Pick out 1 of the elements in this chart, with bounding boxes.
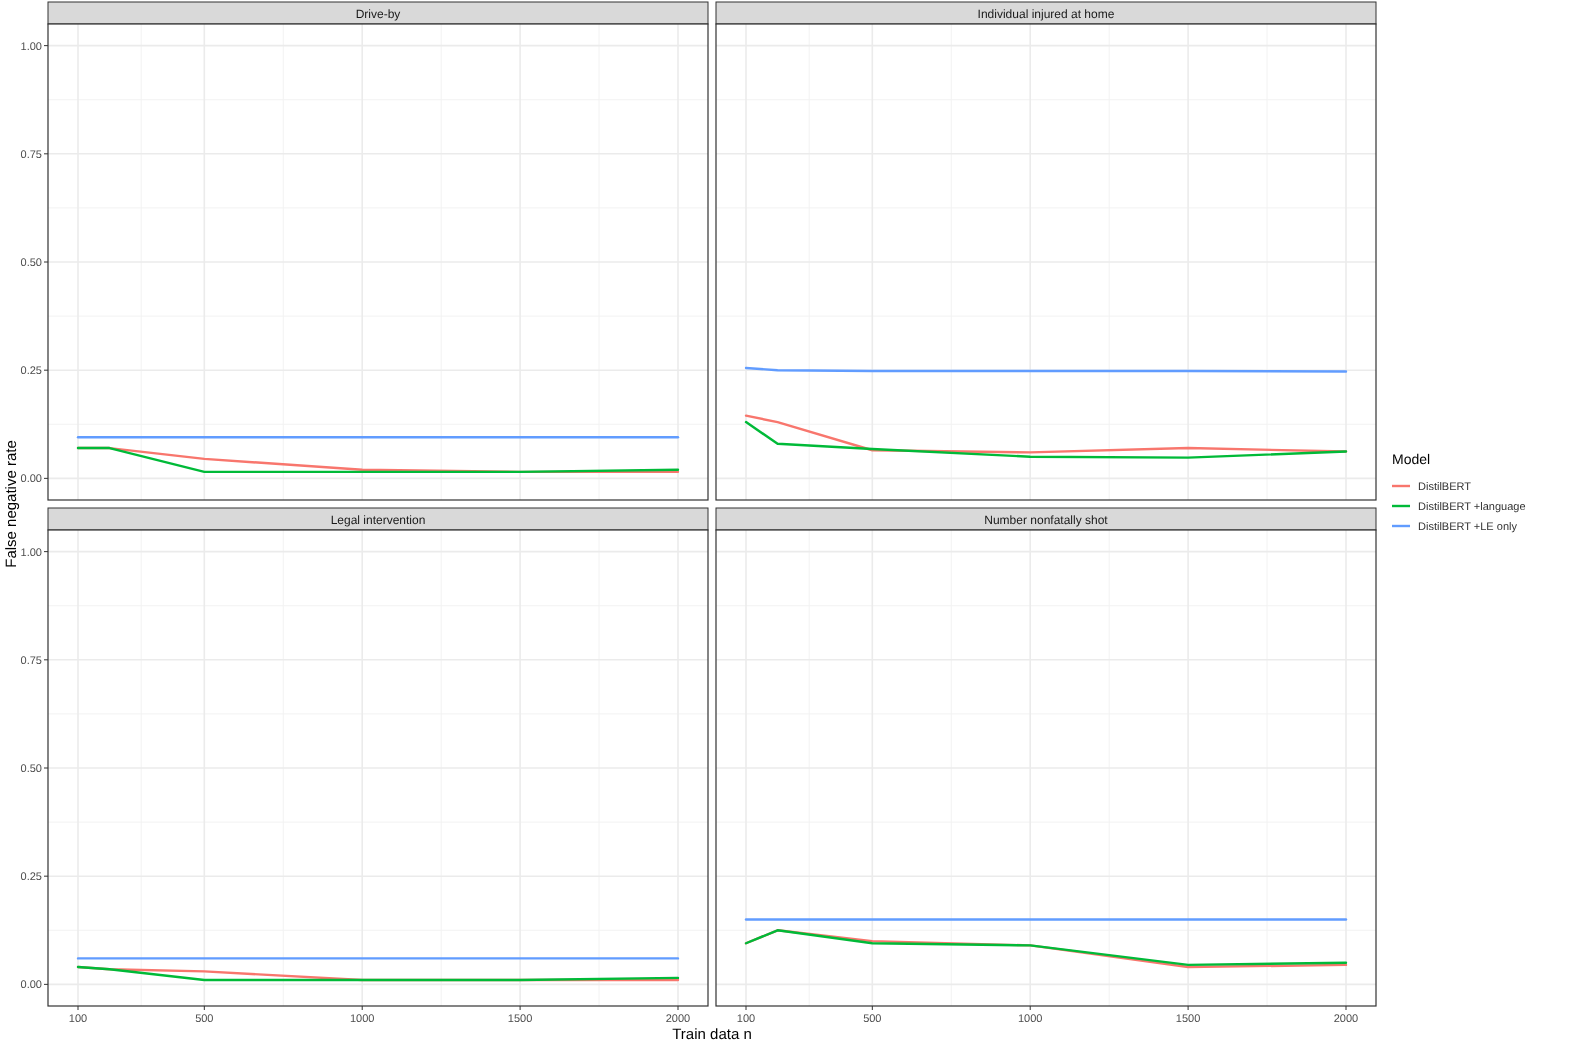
line-series	[76, 965, 680, 982]
